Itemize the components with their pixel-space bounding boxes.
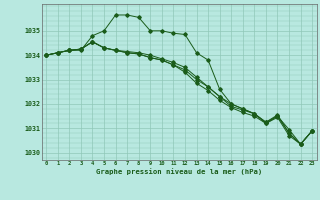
X-axis label: Graphe pression niveau de la mer (hPa): Graphe pression niveau de la mer (hPa)	[96, 168, 262, 175]
